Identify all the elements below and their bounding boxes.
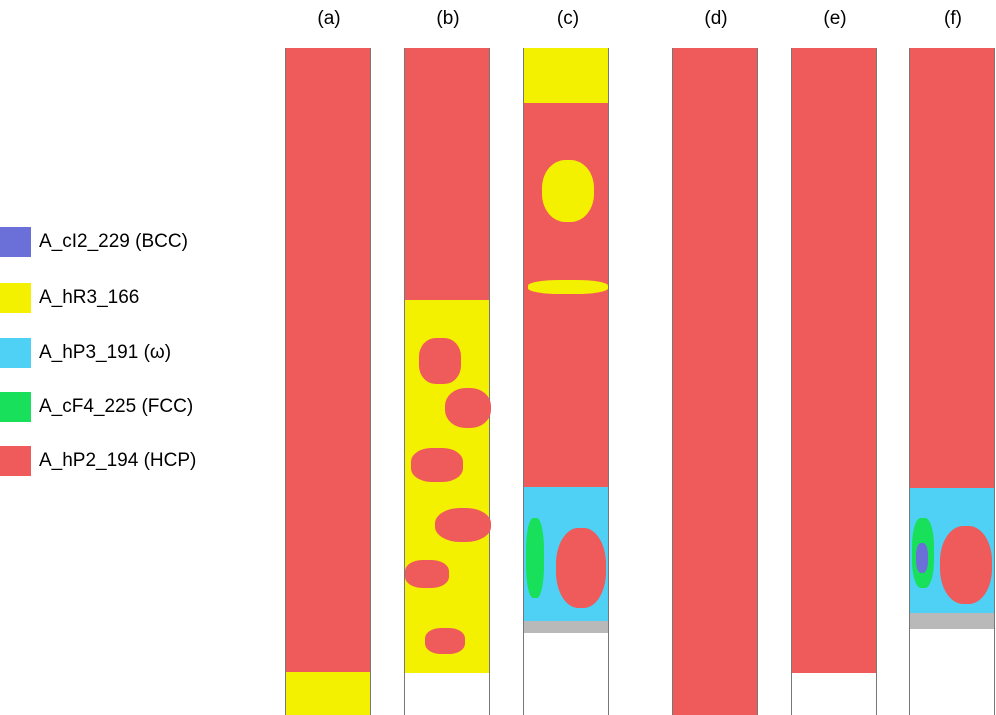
simulation-cell-d <box>672 48 758 715</box>
fcc-swatch <box>0 392 31 422</box>
hcp-island <box>435 508 491 542</box>
hcp-core <box>940 526 992 604</box>
hcp-swatch <box>0 446 31 476</box>
hcp-region <box>910 48 994 488</box>
panel-label-c: (c) <box>556 8 580 29</box>
legend-label-hr3: A_hR3_166 <box>39 287 140 308</box>
legend-label-hcp: A_hP2_194 (HCP) <box>39 450 197 471</box>
legend-label-bcc: A_cI2_229 (BCC) <box>39 231 188 252</box>
hr3-swatch <box>0 283 31 313</box>
hcp-region <box>792 48 876 673</box>
panel-label-d: (d) <box>704 8 728 29</box>
legend-label-omega: A_hP3_191 (ω) <box>39 342 172 363</box>
legend-label-fcc: A_cF4_225 (FCC) <box>39 396 194 417</box>
legend-item-fcc: A_cF4_225 (FCC) <box>0 392 193 422</box>
omega-swatch <box>0 338 31 368</box>
panel-label-f: (f) <box>944 8 962 29</box>
hcp-island <box>405 560 449 588</box>
hcp-island <box>425 628 465 654</box>
simulation-cell-e <box>791 48 877 715</box>
hr3-region <box>524 48 608 103</box>
hcp-region <box>673 48 757 715</box>
panel-label-a: (a) <box>317 8 341 29</box>
hr3-island <box>542 160 594 222</box>
hcp-island <box>411 448 463 482</box>
substrate-layer <box>524 621 608 633</box>
simulation-cell-b <box>404 48 491 715</box>
simulation-cell-a <box>285 48 371 715</box>
panel-label-b: (b) <box>436 8 460 29</box>
hr3-region <box>286 672 370 715</box>
hcp-island <box>445 388 491 428</box>
hcp-region <box>405 48 489 300</box>
bcc-swatch <box>0 227 31 257</box>
panel-label-e: (e) <box>823 8 847 29</box>
substrate-layer <box>910 613 994 629</box>
legend-item-bcc: A_cI2_229 (BCC) <box>0 227 188 257</box>
fcc-boundary <box>526 518 544 598</box>
bcc-grain <box>916 543 928 573</box>
legend-item-omega: A_hP3_191 (ω) <box>0 338 171 368</box>
simulation-cell-c <box>523 48 609 715</box>
simulation-cell-f <box>909 48 995 715</box>
hr3-island <box>528 280 608 294</box>
hcp-island <box>419 338 461 384</box>
hcp-core <box>556 528 606 608</box>
legend-item-hr3: A_hR3_166 <box>0 283 139 313</box>
legend-item-hcp: A_hP2_194 (HCP) <box>0 446 196 476</box>
hcp-region <box>286 48 370 672</box>
